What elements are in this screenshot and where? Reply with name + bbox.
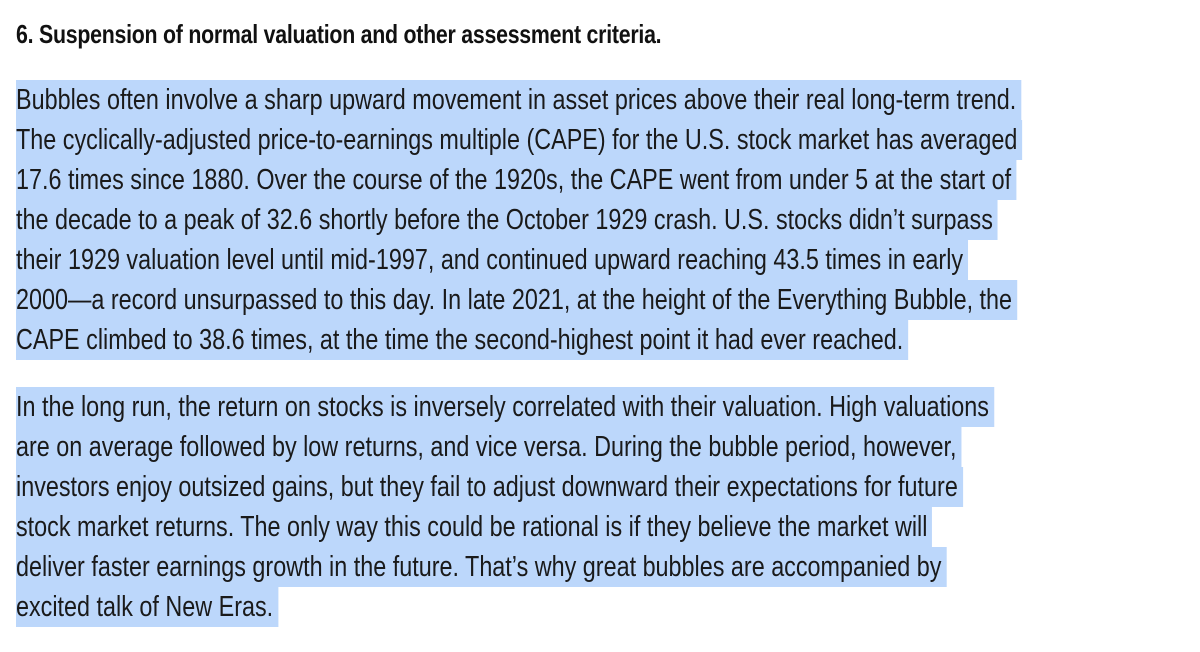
selected-text[interactable]: CAPE climbed to 38.6 times, at the time …	[16, 320, 909, 360]
text-line: 17.6 times since 1880. Over the course o…	[16, 160, 1200, 200]
selected-text[interactable]: deliver faster earnings growth in the fu…	[16, 547, 947, 587]
paragraph-long-run-returns[interactable]: In the long run, the return on stocks is…	[16, 387, 1200, 627]
text-line: deliver faster earnings growth in the fu…	[16, 547, 1200, 587]
section-heading: 6. Suspension of normal valuation and ot…	[16, 19, 662, 49]
text-line: stock market returns. The only way this …	[16, 507, 1200, 547]
selected-text[interactable]: excited talk of New Eras.	[16, 587, 279, 627]
selected-text[interactable]: The cyclically-adjusted price-to-earning…	[16, 120, 1023, 160]
text-line: CAPE climbed to 38.6 times, at the time …	[16, 320, 1200, 360]
text-line: Bubbles often involve a sharp upward mov…	[16, 80, 1200, 120]
selected-text[interactable]: their 1929 valuation level until mid-199…	[16, 240, 968, 280]
text-line: The cyclically-adjusted price-to-earning…	[16, 120, 1200, 160]
text-line: 2000—a record unsurpassed to this day. I…	[16, 280, 1200, 320]
selected-text[interactable]: stock market returns. The only way this …	[16, 507, 933, 547]
text-line: their 1929 valuation level until mid-199…	[16, 240, 1200, 280]
selected-text[interactable]: the decade to a peak of 32.6 shortly bef…	[16, 200, 998, 240]
text-line: In the long run, the return on stocks is…	[16, 387, 1200, 427]
selected-text[interactable]: investors enjoy outsized gains, but they…	[16, 467, 963, 507]
text-line: excited talk of New Eras.	[16, 587, 1200, 627]
selected-text[interactable]: In the long run, the return on stocks is…	[16, 387, 994, 427]
selected-text[interactable]: 2000—a record unsurpassed to this day. I…	[16, 280, 1017, 320]
selected-text[interactable]: 17.6 times since 1880. Over the course o…	[16, 160, 1016, 200]
text-line: investors enjoy outsized gains, but they…	[16, 467, 1200, 507]
selected-text[interactable]: are on average followed by low returns, …	[16, 427, 962, 467]
selected-text[interactable]: Bubbles often involve a sharp upward mov…	[16, 80, 1022, 120]
text-line: are on average followed by low returns, …	[16, 427, 1200, 467]
text-line: the decade to a peak of 32.6 shortly bef…	[16, 200, 1200, 240]
paragraph-cape-valuation[interactable]: Bubbles often involve a sharp upward mov…	[16, 80, 1200, 360]
